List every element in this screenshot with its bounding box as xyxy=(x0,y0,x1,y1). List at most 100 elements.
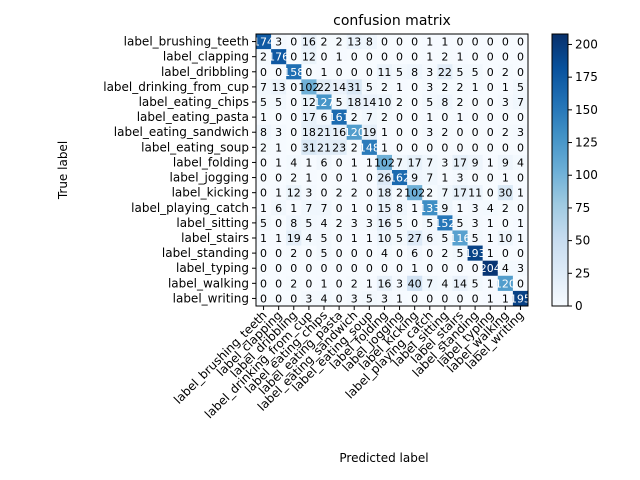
heatmap-cell xyxy=(482,170,499,186)
heatmap-cell xyxy=(316,64,332,80)
cell-value-label: 0 xyxy=(472,36,479,49)
heatmap-cell xyxy=(331,230,347,246)
cell-value-label: 0 xyxy=(305,262,312,275)
heatmap-cell xyxy=(346,275,363,292)
heatmap-cell xyxy=(422,79,438,95)
heatmap-cell xyxy=(407,94,423,110)
heatmap-cell xyxy=(361,64,378,80)
cell-value-label: 4 xyxy=(321,217,328,230)
heatmap-cell xyxy=(316,109,332,125)
cell-value-label: 2 xyxy=(457,96,464,109)
heatmap-cell xyxy=(422,49,438,65)
heatmap-cell xyxy=(437,124,453,141)
heatmap-cell xyxy=(346,139,363,156)
cell-value-label: 1 xyxy=(487,217,494,230)
heatmap-cell xyxy=(392,64,408,80)
heatmap-cell xyxy=(482,230,499,246)
heatmap-cell xyxy=(376,64,393,80)
cell-value-label: 9 xyxy=(441,202,448,215)
cell-value-label: 2 xyxy=(441,51,448,64)
colorbar-tick-label: 0 xyxy=(575,299,583,313)
cell-value-label: 0 xyxy=(351,247,358,260)
heatmap-cell xyxy=(286,185,302,201)
heatmap-cell xyxy=(512,124,529,141)
cell-value-label: 0 xyxy=(426,141,433,154)
heatmap-cell xyxy=(361,139,378,156)
heatmap-cell xyxy=(407,215,423,231)
y-tick-label: label_eating_chips xyxy=(139,95,249,109)
cell-value-label: 27 xyxy=(408,232,422,245)
colorbar-tick-label: 175 xyxy=(575,70,598,84)
cell-value-label: 18 xyxy=(302,126,316,139)
cell-value-label: 2 xyxy=(351,187,358,200)
cell-value-label: 0 xyxy=(336,232,343,245)
cell-value-label: 10 xyxy=(498,232,512,245)
heatmap-cell xyxy=(392,245,408,261)
cell-value-label: 11 xyxy=(377,66,391,79)
cell-value-label: 1 xyxy=(366,232,373,245)
heatmap-cell xyxy=(392,185,408,201)
cell-value-label: 2 xyxy=(260,51,267,64)
cell-value-label: 0 xyxy=(336,277,343,290)
heatmap-cell xyxy=(316,185,332,201)
cell-value-label: 0 xyxy=(290,51,297,64)
heatmap-cell xyxy=(256,245,272,261)
cell-value-label: 0 xyxy=(487,66,494,79)
heatmap-cell xyxy=(361,290,378,307)
cell-value-label: 2 xyxy=(441,126,448,139)
heatmap-cell xyxy=(392,34,408,50)
y-tick-label: label_folding xyxy=(173,155,249,169)
cell-value-label: 162 xyxy=(389,172,410,185)
heatmap-cell xyxy=(452,124,468,141)
cell-value-label: 5 xyxy=(260,96,267,109)
heatmap-cell xyxy=(376,34,393,50)
cell-value-label: 3 xyxy=(517,262,524,275)
cell-value-label: 0 xyxy=(457,141,464,154)
heatmap-cell xyxy=(437,290,453,307)
cell-value-label: 2 xyxy=(321,36,328,49)
cell-value-label: 1 xyxy=(260,111,267,124)
cell-value-label: 5 xyxy=(517,81,524,94)
heatmap-cell xyxy=(346,230,363,246)
cell-value-label: 8 xyxy=(411,66,418,79)
heatmap-cell xyxy=(331,290,347,307)
heatmap-cell xyxy=(407,124,423,141)
heatmap-cell xyxy=(482,185,499,201)
heatmap-cell xyxy=(331,260,347,277)
heatmap-cell xyxy=(392,275,408,292)
heatmap-cell xyxy=(452,290,468,307)
cell-value-label: 1 xyxy=(260,232,267,245)
heatmap-cell xyxy=(301,245,317,261)
heatmap-cell xyxy=(512,49,529,65)
cell-value-label: 0 xyxy=(366,202,373,215)
cell-value-label: 2 xyxy=(290,247,297,260)
cell-value-label: 5 xyxy=(426,96,433,109)
y-tick-label: label_eating_pasta xyxy=(137,110,249,124)
cell-value-label: 0 xyxy=(472,96,479,109)
cell-value-label: 2 xyxy=(336,217,343,230)
heatmap-cell xyxy=(256,215,272,231)
heatmap-cell xyxy=(271,215,287,231)
cell-value-label: 2 xyxy=(351,111,358,124)
cell-value-label: 3 xyxy=(366,217,373,230)
heatmap-cell xyxy=(407,230,423,246)
cell-value-label: 5 xyxy=(457,66,464,79)
heatmap-cell xyxy=(407,49,423,65)
cell-value-label: 1 xyxy=(381,126,388,139)
cell-value-label: 0 xyxy=(290,96,297,109)
cell-value-label: 0 xyxy=(351,51,358,64)
heatmap-cell xyxy=(271,109,287,125)
cell-value-label: 9 xyxy=(502,156,509,169)
heatmap-cell xyxy=(392,215,408,231)
cell-value-label: 0 xyxy=(366,187,373,200)
cell-value-label: 0 xyxy=(336,202,343,215)
heatmap-cell xyxy=(512,79,529,95)
heatmap-cell xyxy=(437,215,453,231)
heatmap-cell xyxy=(286,124,302,141)
heatmap-cell xyxy=(392,170,408,186)
heatmap-cell xyxy=(271,290,287,307)
cell-value-label: 6 xyxy=(321,111,328,124)
cell-value-label: 0 xyxy=(290,262,297,275)
cell-value-label: 1 xyxy=(487,232,494,245)
